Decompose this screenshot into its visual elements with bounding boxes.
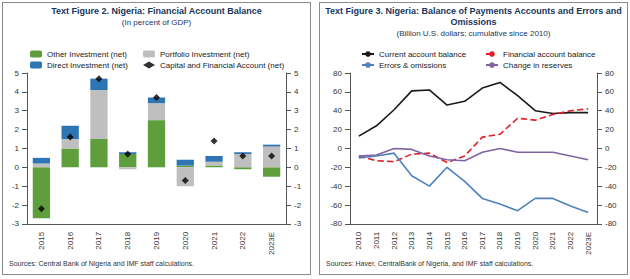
svg-text:2016: 2016 bbox=[460, 231, 469, 249]
svg-text:2011: 2011 bbox=[372, 231, 381, 249]
svg-text:4: 4 bbox=[15, 87, 20, 96]
html-text:Text Figure 3. Nigeria: Balanc: Text Figure 3. Nigeria: Balance of Payme… bbox=[325, 6, 622, 27]
svg-text:Portfolio Investment (net): Portfolio Investment (net) bbox=[160, 50, 250, 59]
svg-text:3: 3 bbox=[15, 106, 20, 115]
svg-text:2010: 2010 bbox=[354, 231, 363, 249]
svg-text:1: 1 bbox=[294, 144, 299, 153]
svg-text:2017: 2017 bbox=[94, 231, 103, 249]
svg-text:80: 80 bbox=[605, 69, 614, 78]
svg-text:1: 1 bbox=[15, 144, 20, 153]
svg-text:-60: -60 bbox=[605, 201, 617, 210]
svg-text:-2: -2 bbox=[294, 201, 302, 210]
svg-text:2013: 2013 bbox=[407, 231, 416, 249]
svg-text:-1: -1 bbox=[12, 182, 20, 191]
svg-text:-20: -20 bbox=[330, 163, 342, 172]
svg-text:Other Investment (net): Other Investment (net) bbox=[47, 50, 127, 59]
svg-text:-20: -20 bbox=[605, 163, 617, 172]
svg-text:2015: 2015 bbox=[443, 231, 452, 249]
svg-text:2020: 2020 bbox=[531, 231, 540, 249]
svg-text:2015: 2015 bbox=[37, 231, 46, 249]
svg-text:-40: -40 bbox=[330, 182, 342, 191]
svg-text:-1: -1 bbox=[294, 182, 302, 191]
svg-text:2022: 2022 bbox=[566, 231, 575, 249]
svg-text:Capital and Financial Account: Capital and Financial Account (net) bbox=[160, 61, 284, 70]
svg-text:2014: 2014 bbox=[425, 231, 434, 249]
svg-text:Change in reserves: Change in reserves bbox=[503, 61, 572, 70]
svg-text:0: 0 bbox=[338, 144, 343, 153]
html-text:Text Figure 2. Nigeria: Financ: Text Figure 2. Nigeria: Financial Accoun… bbox=[51, 6, 262, 16]
svg-text:2018: 2018 bbox=[495, 231, 504, 249]
html-text:Sources: Haver, CentralBank of: Sources: Haver, CentralBank of Nigeria, … bbox=[326, 260, 534, 267]
svg-text:5: 5 bbox=[294, 69, 299, 78]
svg-text:2018: 2018 bbox=[123, 231, 132, 249]
svg-text:2: 2 bbox=[15, 125, 20, 134]
svg-text:2022: 2022 bbox=[238, 231, 247, 249]
html-text:Sources: Central Bank of Niger: Sources: Central Bank of Nigeria and IMF… bbox=[9, 260, 195, 267]
svg-text:20: 20 bbox=[605, 125, 614, 134]
svg-text:40: 40 bbox=[605, 106, 614, 115]
svg-text:80: 80 bbox=[333, 69, 342, 78]
svg-text:-40: -40 bbox=[605, 182, 617, 191]
svg-text:Errors & omissions: Errors & omissions bbox=[379, 61, 446, 70]
svg-text:60: 60 bbox=[333, 87, 342, 96]
svg-text:-3: -3 bbox=[294, 219, 302, 228]
svg-text:5: 5 bbox=[15, 69, 20, 78]
svg-text:2023E: 2023E bbox=[584, 232, 593, 255]
svg-text:Current account balance: Current account balance bbox=[379, 50, 467, 59]
svg-text:-3: -3 bbox=[12, 219, 20, 228]
svg-text:0: 0 bbox=[294, 163, 299, 172]
svg-text:60: 60 bbox=[605, 87, 614, 96]
svg-text:2021: 2021 bbox=[210, 231, 219, 249]
svg-text:20: 20 bbox=[333, 125, 342, 134]
svg-text:2019: 2019 bbox=[513, 231, 522, 249]
svg-text:2023E: 2023E bbox=[267, 232, 276, 255]
svg-text:0: 0 bbox=[15, 163, 20, 172]
svg-text:2016: 2016 bbox=[66, 231, 75, 249]
svg-text:-80: -80 bbox=[330, 219, 342, 228]
svg-text:-60: -60 bbox=[330, 201, 342, 210]
svg-text:Financial account balance: Financial account balance bbox=[503, 50, 596, 59]
svg-text:-80: -80 bbox=[605, 219, 617, 228]
svg-text:2: 2 bbox=[294, 125, 299, 134]
svg-text:2021: 2021 bbox=[548, 231, 557, 249]
svg-text:0: 0 bbox=[605, 144, 610, 153]
html-text:(Billion U.S. dollars; cumulat: (Billion U.S. dollars; cumulative since … bbox=[396, 29, 551, 38]
svg-text:Direct Investment (net): Direct Investment (net) bbox=[47, 61, 128, 70]
svg-text:2012: 2012 bbox=[390, 231, 399, 249]
svg-text:2017: 2017 bbox=[478, 231, 487, 249]
svg-text:-2: -2 bbox=[12, 201, 20, 210]
svg-text:4: 4 bbox=[294, 87, 299, 96]
svg-text:3: 3 bbox=[294, 106, 299, 115]
svg-text:40: 40 bbox=[333, 106, 342, 115]
svg-text:2019: 2019 bbox=[152, 231, 161, 249]
svg-text:2020: 2020 bbox=[181, 231, 190, 249]
html-text:(In percent of GDP): (In percent of GDP) bbox=[121, 18, 192, 27]
